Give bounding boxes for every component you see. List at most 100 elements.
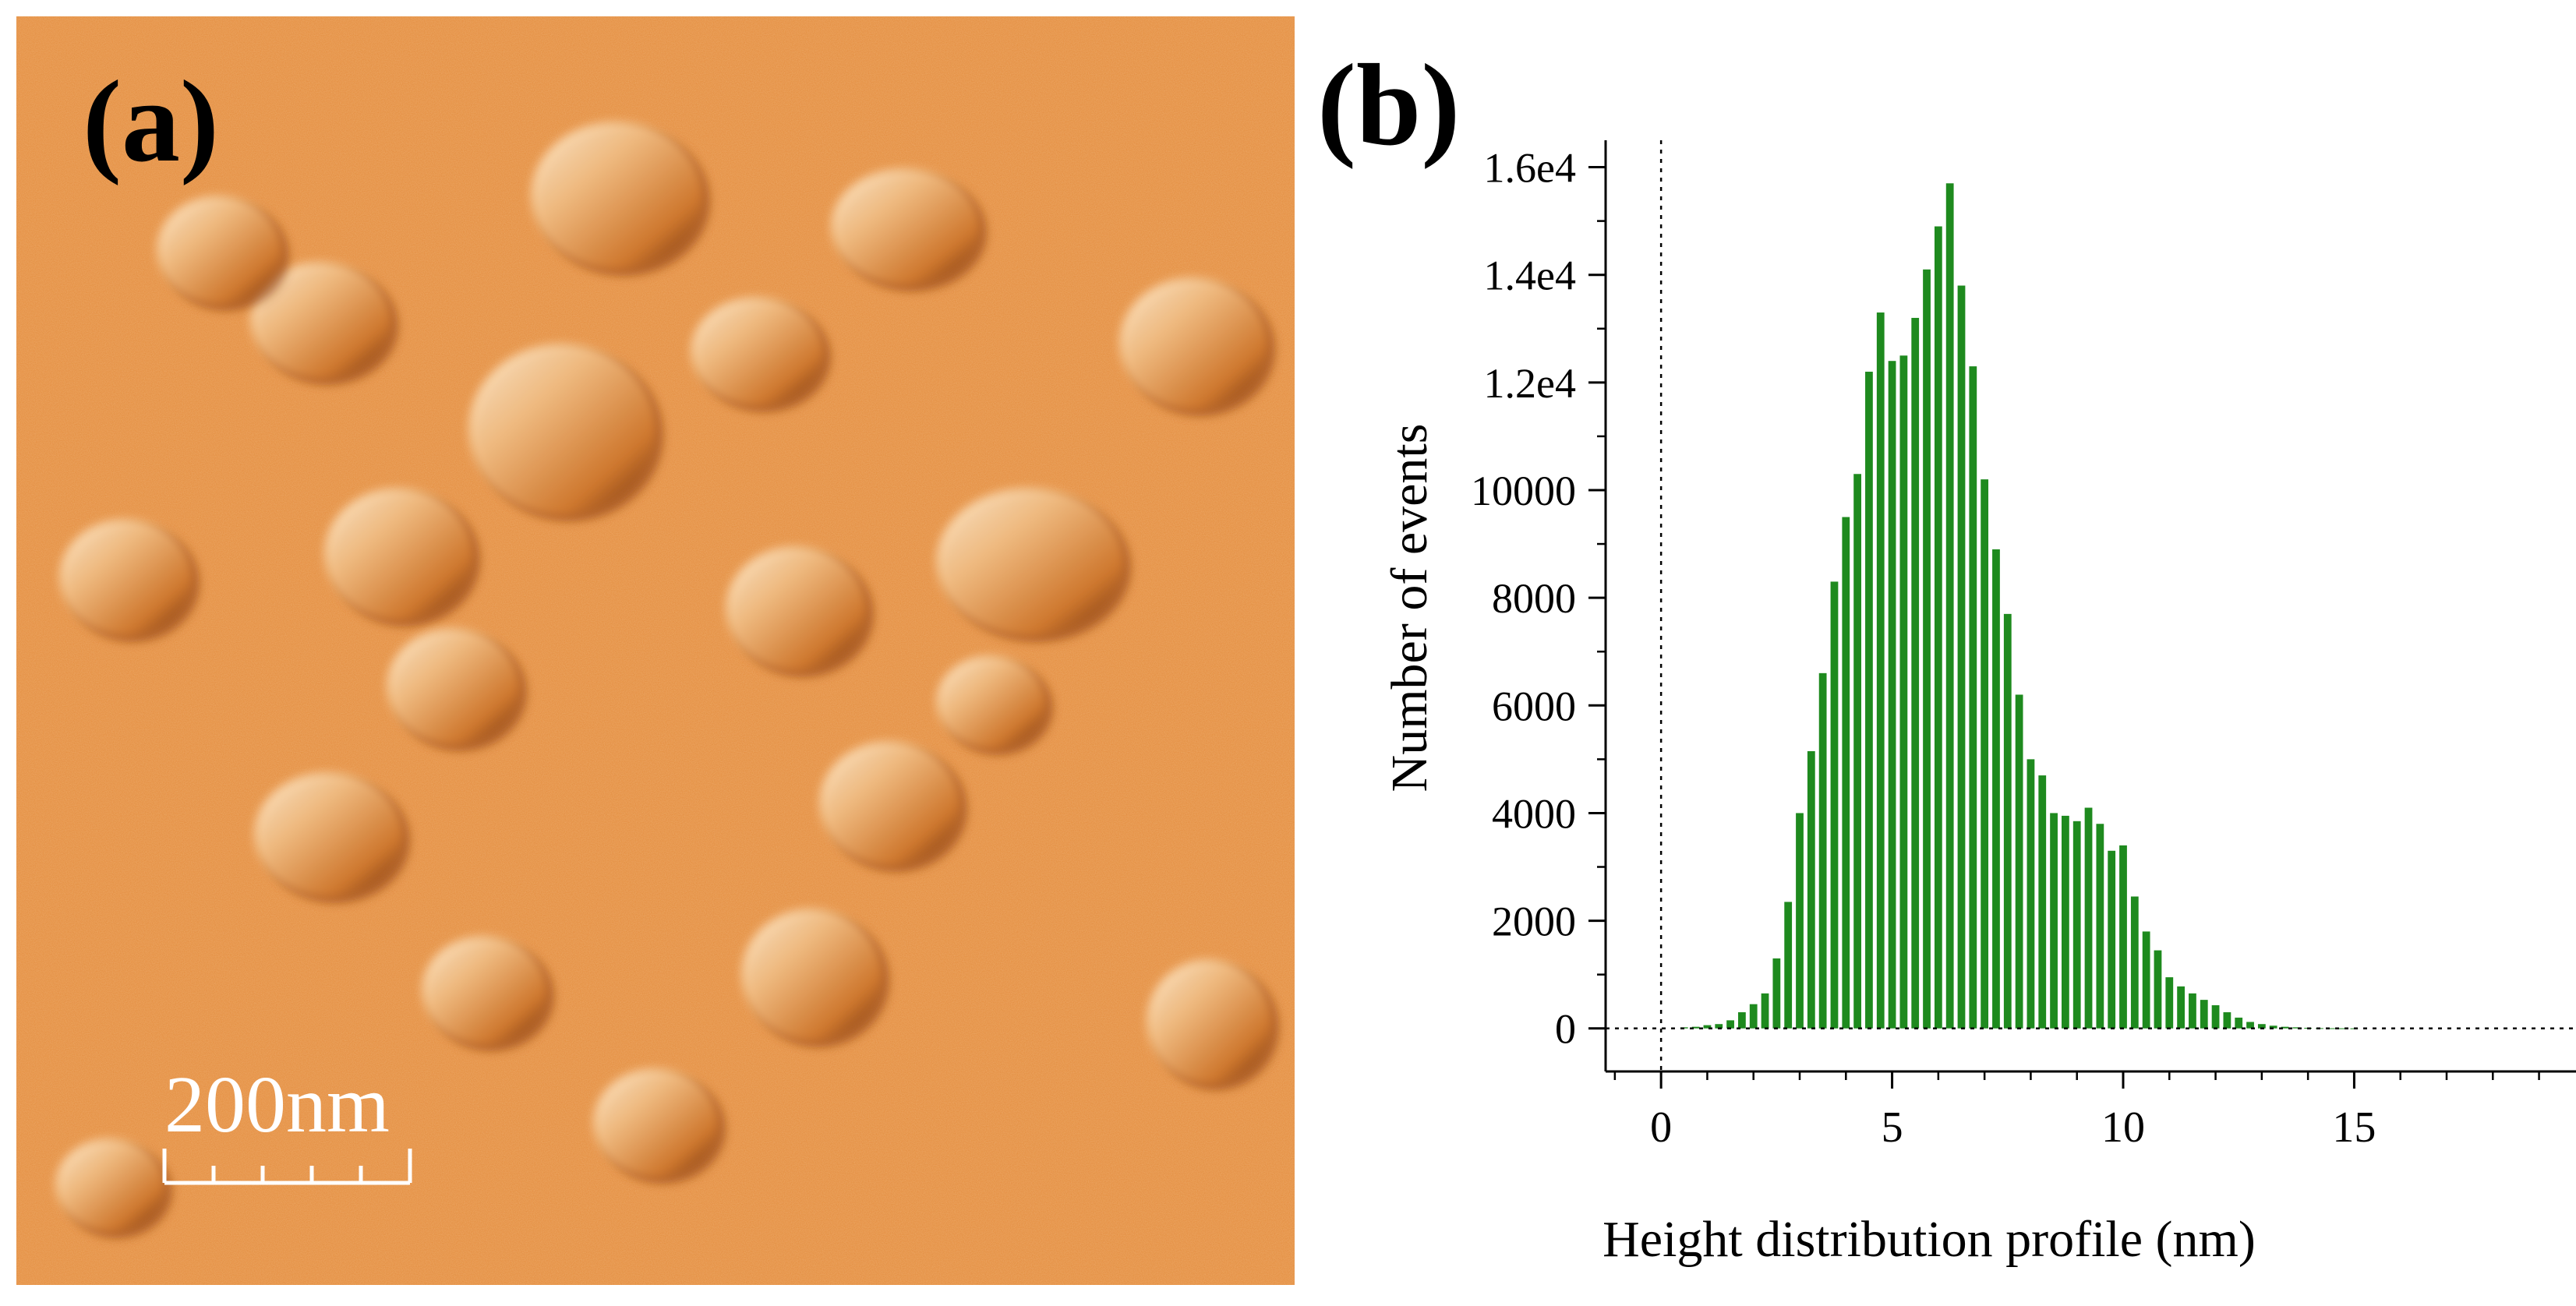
afm-grain [936,488,1123,636]
histogram-bar [2038,775,2047,1029]
afm-grain [422,936,546,1045]
histogram-bar [1911,317,1920,1029]
histogram-bar [2015,694,2023,1029]
histogram-bar [1853,474,1861,1029]
histogram-bar [1749,1004,1758,1029]
histogram-bar [1888,361,1896,1029]
x-axis-label: Height distribution profile (nm) [1602,1211,2256,1268]
histogram-bar [1761,993,1769,1029]
y-tick-label: 1.6e4 [1484,145,1576,192]
chart-axes [1604,140,2576,1073]
afm-grain [819,741,959,866]
afm-grain-group [55,122,1279,1238]
height-histogram-chart: 0 5 10 15 0 2000 4000 6000 8000 10000 1.2e4 1.4e4 1.… [1381,140,2576,1268]
x-tick-label: 10 [2101,1103,2145,1152]
histogram-bar [1807,751,1815,1029]
afm-grain [250,262,390,379]
afm-grain [324,488,472,620]
y-tick-label: 0 [1555,1006,1576,1053]
histogram-bar [1899,355,1908,1029]
scale-bar-label: 200nm [164,1060,390,1149]
histogram-bar [2269,1025,2277,1029]
afm-grain [59,519,192,636]
histogram-bar [1865,372,1873,1029]
histogram-bar [2072,821,2081,1029]
histogram-bar [1726,1020,1734,1029]
histogram-bar [1715,1024,1723,1029]
histogram-bar [2211,1005,2220,1029]
afm-grain [387,628,519,745]
afm-grain [936,655,1045,749]
histogram-bar [2050,813,2058,1029]
y-tick-label: 1.2e4 [1484,360,1576,407]
histogram-bar [2003,613,2012,1029]
afm-image-panel: (a) 200nm [16,16,1295,1285]
histogram-bar [1945,183,1954,1029]
afm-grain [831,168,979,285]
afm-grain [741,909,882,1041]
histogram-bar [2177,986,2185,1029]
y-tick-label: 10000 [1471,468,1576,514]
chart-ticks: 0 5 10 15 0 2000 4000 6000 8000 10000 1.2e4 1.4e4 1.… [1471,145,2540,1152]
histogram-bar [1830,581,1839,1029]
histogram-bar [2281,1026,2289,1029]
histogram-bar [2165,977,2174,1029]
histogram-bar [1796,813,1804,1029]
y-tick-label: 1.4e4 [1484,252,1576,299]
histogram-bar [2027,759,2035,1029]
histogram-bar [2119,845,2127,1029]
histogram-bars [1680,183,2359,1029]
afm-grain [593,1068,718,1177]
x-tick-label: 5 [1882,1103,1903,1152]
histogram-bar [2154,950,2162,1029]
y-axis-label: Number of events [1381,424,1438,792]
histogram-bar [1691,1026,1700,1029]
afm-grain [691,297,823,406]
afm-grain [1119,277,1267,410]
afm-grain [531,122,702,270]
histogram-bar [2108,850,2116,1029]
afm-grain [468,344,655,515]
histogram-bar [1772,958,1781,1029]
histogram-bar [2142,931,2150,1029]
y-tick-label: 2000 [1492,898,1576,945]
y-tick-label: 8000 [1492,575,1576,622]
y-tick-label: 4000 [1492,790,1576,837]
histogram-bar [2200,1000,2208,1029]
histogram-bar [1842,517,1850,1029]
histogram-bar [1738,1012,1746,1029]
histogram-bar [2246,1022,2254,1029]
afm-grain [254,772,402,897]
histogram-bar [2062,815,2069,1029]
histogram-bar [2235,1017,2243,1029]
histogram-bar [1981,479,1989,1029]
panel-label-a: (a) [83,57,219,186]
y-tick-label: 6000 [1492,683,1576,729]
histogram-bar [1923,269,1931,1029]
histogram-bar [2084,807,2093,1029]
histogram-bar [1934,226,1942,1029]
x-tick-label: 0 [1650,1103,1672,1152]
x-tick-label: 15 [2332,1103,2376,1152]
afm-grain [1147,959,1271,1084]
histogram-bar [1957,285,1966,1029]
histogram-bar [2189,993,2196,1029]
afm-grain [55,1138,164,1232]
afm-grain [726,546,866,671]
histogram-bar [2223,1012,2231,1029]
scale-bar-ticks [162,1149,412,1183]
histogram-bar [1703,1025,1712,1029]
scale-bar [162,1149,412,1185]
histogram-bar [2096,824,2104,1029]
histogram-bar [1992,549,2000,1029]
histogram-bar [1969,366,1977,1029]
afm-grain [157,196,281,305]
histogram-bar [2257,1024,2266,1029]
histogram-bar [1876,312,1885,1029]
histogram-bar [2292,1027,2301,1029]
histogram-bar [1818,672,1827,1029]
panel-label-b: (b) [1317,41,1461,170]
histogram-bar [2130,896,2139,1029]
afm-topography-image [16,16,1295,1285]
histogram-bar [1784,902,1793,1029]
